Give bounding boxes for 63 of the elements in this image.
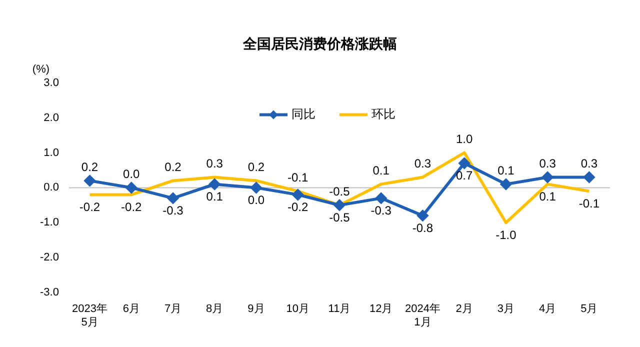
x-tick-label: 8月 <box>206 303 224 316</box>
data-label: 0.0 <box>248 193 265 208</box>
x-tick-label: 7月 <box>164 303 182 316</box>
data-label: 0.2 <box>248 160 265 174</box>
data-label: 0.2 <box>81 160 98 174</box>
data-label: -1.0 <box>496 228 517 242</box>
x-tick-label: 2月 <box>456 303 473 316</box>
point <box>500 178 512 190</box>
y-tick-label: -2.0 <box>40 252 59 264</box>
data-label: -0.2 <box>121 200 142 214</box>
x-tick-label: 11月 <box>328 303 351 316</box>
y-tick-label: 1.0 <box>44 146 59 159</box>
point <box>168 192 178 204</box>
point <box>250 182 262 194</box>
data-label: -0.2 <box>79 200 100 214</box>
data-label: -0.1 <box>578 196 600 211</box>
data-label: 0.2 <box>164 160 182 174</box>
point <box>458 158 470 169</box>
data-label: 0.3 <box>539 156 556 171</box>
legend-label: 环比 <box>371 107 396 122</box>
x-tick-label: 3月 <box>497 303 515 316</box>
data-label: 0.1 <box>539 190 556 204</box>
data-label: 0.1 <box>498 164 515 178</box>
point <box>542 172 554 183</box>
x-tick-label: 10月 <box>286 303 310 316</box>
data-label: -0.5 <box>329 210 350 224</box>
point <box>376 192 387 204</box>
point <box>209 178 220 190</box>
data-label: 0.7 <box>456 168 473 183</box>
data-label: -0.2 <box>288 200 309 214</box>
point <box>292 189 304 200</box>
data-label: -0.5 <box>329 184 350 198</box>
x-tick-label: 6月 <box>122 303 140 316</box>
y-tick-label: 2.0 <box>44 112 59 124</box>
data-label: -0.1 <box>288 170 309 185</box>
data-label: 0.1 <box>372 164 390 178</box>
y-tick-label: -3.0 <box>40 286 59 299</box>
x-tick-label: 2024年 1月 <box>404 303 440 328</box>
point <box>126 182 137 194</box>
data-label: 0.3 <box>580 156 598 171</box>
chart-title: 全国居民消费价格涨跌幅 <box>242 35 397 52</box>
data-label: 0.3 <box>414 156 432 171</box>
y-tick-label: 3.0 <box>44 76 59 89</box>
legend-label: 同比 <box>291 107 316 122</box>
data-label: -0.3 <box>162 204 184 218</box>
point <box>334 200 345 211</box>
x-tick-label: 2023年 5月 <box>72 303 108 328</box>
x-tick-label: 9月 <box>248 303 265 316</box>
x-tick-label: 4月 <box>539 303 556 316</box>
data-label: 0.0 <box>123 167 140 182</box>
point <box>84 175 96 186</box>
data-label: 0.3 <box>206 156 224 171</box>
data-label: -0.3 <box>370 204 392 218</box>
data-label: 1.0 <box>456 132 473 146</box>
y-tick-label: -1.0 <box>40 216 59 229</box>
point <box>417 210 428 222</box>
y-axis-title: (%) <box>32 63 50 76</box>
y-tick-label: 0.0 <box>44 182 59 194</box>
x-tick-label: 5月 <box>580 303 598 316</box>
point <box>584 172 595 183</box>
data-label: 0.1 <box>206 190 224 204</box>
data-label: -0.8 <box>412 220 434 235</box>
x-tick-label: 12月 <box>369 303 393 316</box>
